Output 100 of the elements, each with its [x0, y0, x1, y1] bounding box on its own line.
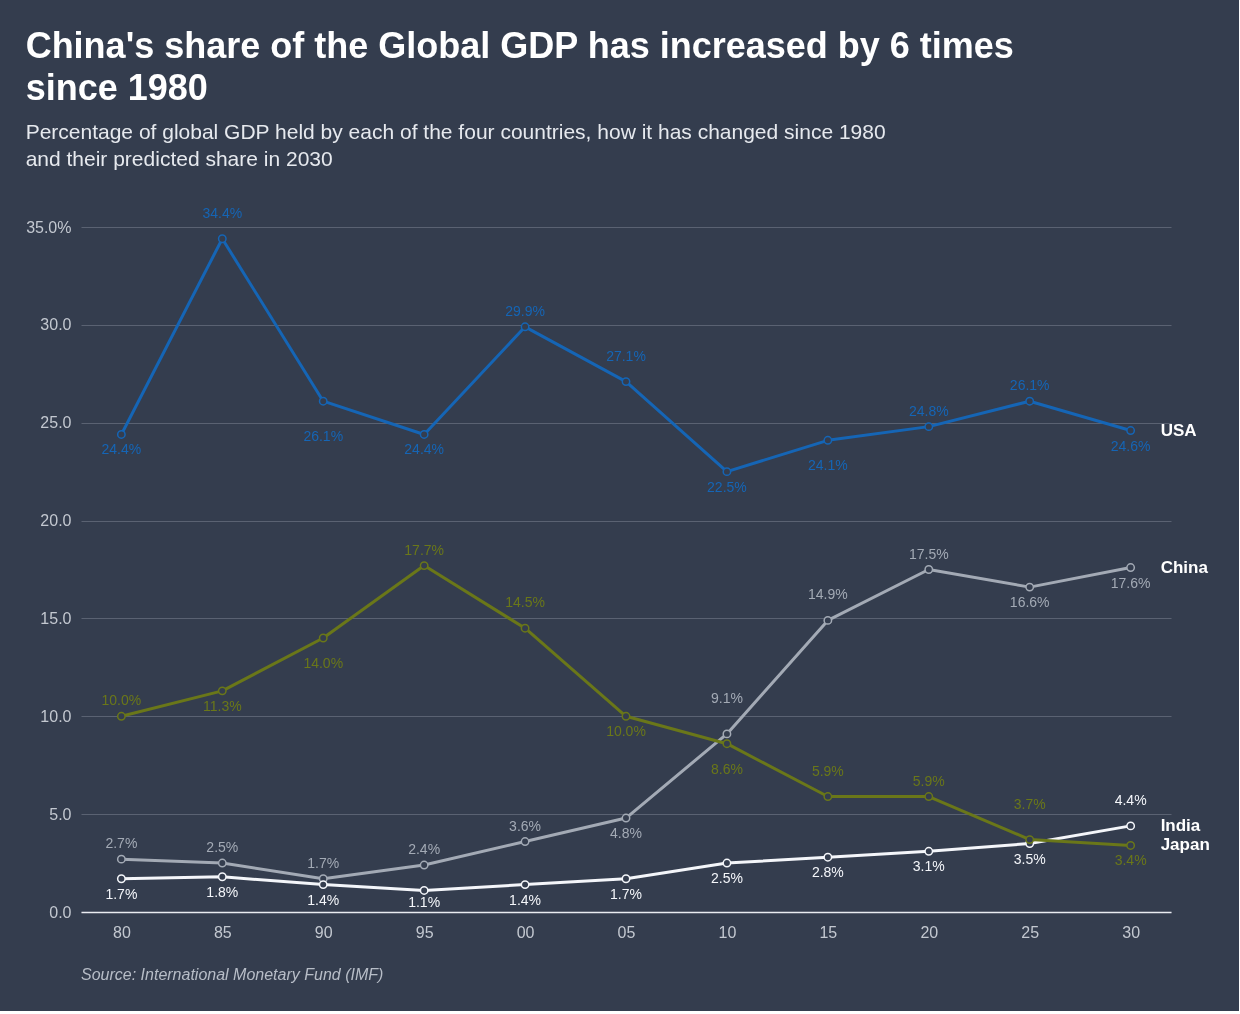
source-note: Source: International Monetary Fund (IMF) [81, 966, 384, 983]
data-label: 27.1% [606, 347, 646, 364]
data-label: 3.4% [1114, 852, 1147, 869]
data-label: 29.9% [505, 302, 545, 319]
data-label: 5.9% [912, 772, 945, 789]
y-tick-label: 35.0% [26, 218, 72, 236]
x-tick-label: 80 [112, 923, 131, 941]
data-label: 14.9% [808, 586, 848, 603]
series-label: China [1160, 557, 1209, 577]
data-label: 1.4% [509, 891, 542, 908]
x-tick-label: 05 [617, 923, 636, 941]
data-label: 3.7% [1013, 795, 1046, 812]
x-tick-label: 15 [819, 923, 838, 941]
x-tick-label: 95 [415, 923, 434, 941]
data-label: 3.6% [509, 817, 542, 834]
point [217, 858, 227, 868]
data-label: 1.7% [610, 885, 642, 902]
x-tick-label: 20 [920, 923, 939, 941]
data-label: 24.6% [1110, 437, 1151, 454]
data-label: 10.0% [101, 692, 142, 709]
data-label: 1.8% [206, 883, 239, 900]
data-label: 5.9% [811, 762, 844, 779]
point [924, 792, 934, 801]
data-label: 24.1% [808, 457, 848, 474]
data-label: 1.1% [408, 894, 441, 911]
chart-subtitle: Percentage of global GDP held by each of the four countries, how it has changed since 1980 and their predicted share in 2030 [25, 119, 886, 170]
y-tick-label: 30.0 [40, 316, 72, 334]
x-tick-label: 25 [1021, 923, 1040, 941]
point [419, 860, 429, 870]
point [318, 880, 328, 890]
data-label: 24.4% [404, 441, 444, 458]
point [722, 729, 732, 739]
point [722, 739, 732, 749]
data-label: 1.4% [307, 891, 340, 908]
point [1126, 841, 1136, 850]
point [924, 846, 934, 856]
point [520, 880, 530, 890]
point [1126, 821, 1136, 831]
x-tick-label: 10 [718, 923, 737, 941]
series-label: India [1160, 815, 1201, 835]
x-tick-label: 90 [314, 923, 333, 941]
x-tick-label: 85 [213, 923, 232, 941]
chart-title: China's share of the Global GDP has increased by 6 times since 1980 [25, 24, 1014, 108]
point [722, 467, 732, 477]
point [116, 874, 126, 884]
point [823, 852, 833, 862]
point [520, 837, 530, 846]
point [621, 377, 631, 387]
point [823, 435, 833, 445]
data-label: 34.4% [202, 204, 243, 221]
data-label: 10.0% [606, 723, 646, 740]
data-label: 2.5% [206, 839, 239, 856]
point [318, 633, 328, 643]
y-tick-label: 15.0 [40, 609, 72, 627]
y-tick-label: 0.0 [49, 903, 72, 921]
point [116, 854, 126, 864]
data-label: 22.5% [707, 478, 747, 495]
point [1025, 835, 1035, 845]
point [722, 858, 732, 868]
data-label: 17.6% [1110, 574, 1151, 591]
data-label: 24.4% [101, 441, 142, 458]
point [1126, 426, 1136, 435]
x-tick-label: 30 [1122, 923, 1141, 941]
data-label: 8.6% [710, 760, 743, 777]
data-label: 26.1% [1009, 377, 1050, 394]
data-label: 4.8% [610, 825, 642, 842]
data-label: 1.7% [105, 885, 138, 902]
y-tick-label: 10.0 [40, 707, 72, 725]
point [621, 813, 631, 823]
x-tick-label: 00 [516, 923, 535, 941]
point [621, 711, 631, 721]
data-label: 16.6% [1009, 594, 1050, 611]
point [419, 430, 429, 439]
data-label: 3.5% [1013, 850, 1046, 867]
data-label: 2.7% [105, 835, 138, 852]
point [116, 430, 126, 439]
point [116, 711, 126, 721]
y-tick-label: 5.0 [49, 805, 72, 823]
data-label: 17.7% [404, 541, 444, 558]
point [419, 886, 429, 895]
point [217, 234, 227, 244]
data-label: 14.5% [505, 594, 545, 611]
data-label: 14.0% [303, 655, 344, 671]
point [823, 792, 833, 801]
data-label: 2.5% [710, 870, 743, 887]
data-label: 24.8% [908, 402, 949, 419]
data-label: 2.8% [811, 864, 844, 881]
point [520, 322, 530, 332]
series-label: Japan [1160, 835, 1210, 855]
data-label: 11.3% [202, 697, 242, 714]
point [1126, 563, 1136, 572]
y-tick-label: 20.0 [40, 512, 72, 530]
data-label: 4.4% [1114, 791, 1147, 808]
point [520, 623, 530, 633]
data-label: 2.4% [408, 841, 441, 858]
point [621, 874, 631, 884]
point [924, 565, 934, 574]
point [924, 422, 934, 432]
point [419, 561, 429, 571]
point [1025, 582, 1035, 592]
